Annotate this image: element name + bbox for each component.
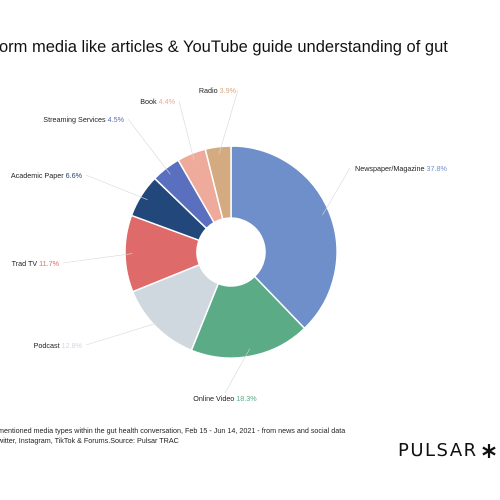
slice-label: Podcast 12.8% bbox=[34, 341, 83, 350]
slice-label-name: Online Video bbox=[193, 394, 236, 403]
slice-label: Academic Paper 6.6% bbox=[11, 171, 83, 180]
leader-line bbox=[85, 321, 162, 346]
brand-logo: PULSAR bbox=[398, 440, 497, 461]
slice-label-value: 6.6% bbox=[66, 171, 83, 180]
footnote: mentioned media types within the gut hea… bbox=[0, 426, 345, 446]
slice-label-value: 4.4% bbox=[159, 97, 176, 106]
leader-line bbox=[127, 118, 171, 175]
slice-label: Newspaper/Magazine 37.8% bbox=[355, 164, 448, 173]
slice-online-video bbox=[190, 275, 306, 359]
leader-line bbox=[178, 100, 195, 161]
slice-label: Book 4.4% bbox=[140, 97, 175, 106]
slice-label-name: Book bbox=[140, 97, 158, 106]
slice-label-value: 4.5% bbox=[108, 115, 125, 124]
slice-label-name: Podcast bbox=[34, 341, 62, 350]
slice-label-value: 37.8% bbox=[427, 164, 448, 173]
footnote-line-1: mentioned media types within the gut hea… bbox=[0, 426, 346, 435]
slice-label-value: 12.8% bbox=[62, 341, 83, 350]
slice-label-name: Radio bbox=[199, 86, 220, 95]
slice-label: Online Video 18.3% bbox=[193, 394, 257, 403]
brand-name: PULSAR bbox=[398, 440, 478, 461]
chart-title: orm media like articles & YouTube guide … bbox=[0, 38, 448, 56]
leader-line bbox=[62, 253, 133, 264]
slice-label-value: 3.9% bbox=[220, 86, 237, 95]
asterisk-icon bbox=[481, 443, 496, 458]
leader-line bbox=[322, 167, 351, 216]
leader-line bbox=[224, 348, 251, 394]
slice-label-name: Academic Paper bbox=[11, 171, 66, 180]
slice-label-name: Trad TV bbox=[12, 259, 40, 268]
footnote-line-2: witter, Instagram, TikTok & Forums.Sourc… bbox=[0, 436, 179, 445]
slice-label-value: 18.3% bbox=[236, 394, 257, 403]
slice-label-name: Newspaper/Magazine bbox=[355, 164, 427, 173]
slice-label-value: 11.7% bbox=[39, 259, 59, 268]
slice-newspaper-magazine bbox=[230, 145, 338, 330]
slice-radio bbox=[204, 145, 232, 220]
slice-label-name: Streaming Services bbox=[43, 115, 107, 124]
leader-line bbox=[85, 174, 148, 200]
slice-label: Radio 3.9% bbox=[199, 86, 237, 95]
slice-label: Streaming Services 4.5% bbox=[43, 115, 124, 124]
leader-line bbox=[218, 89, 239, 155]
slice-label: Trad TV 11.7% bbox=[12, 259, 60, 268]
